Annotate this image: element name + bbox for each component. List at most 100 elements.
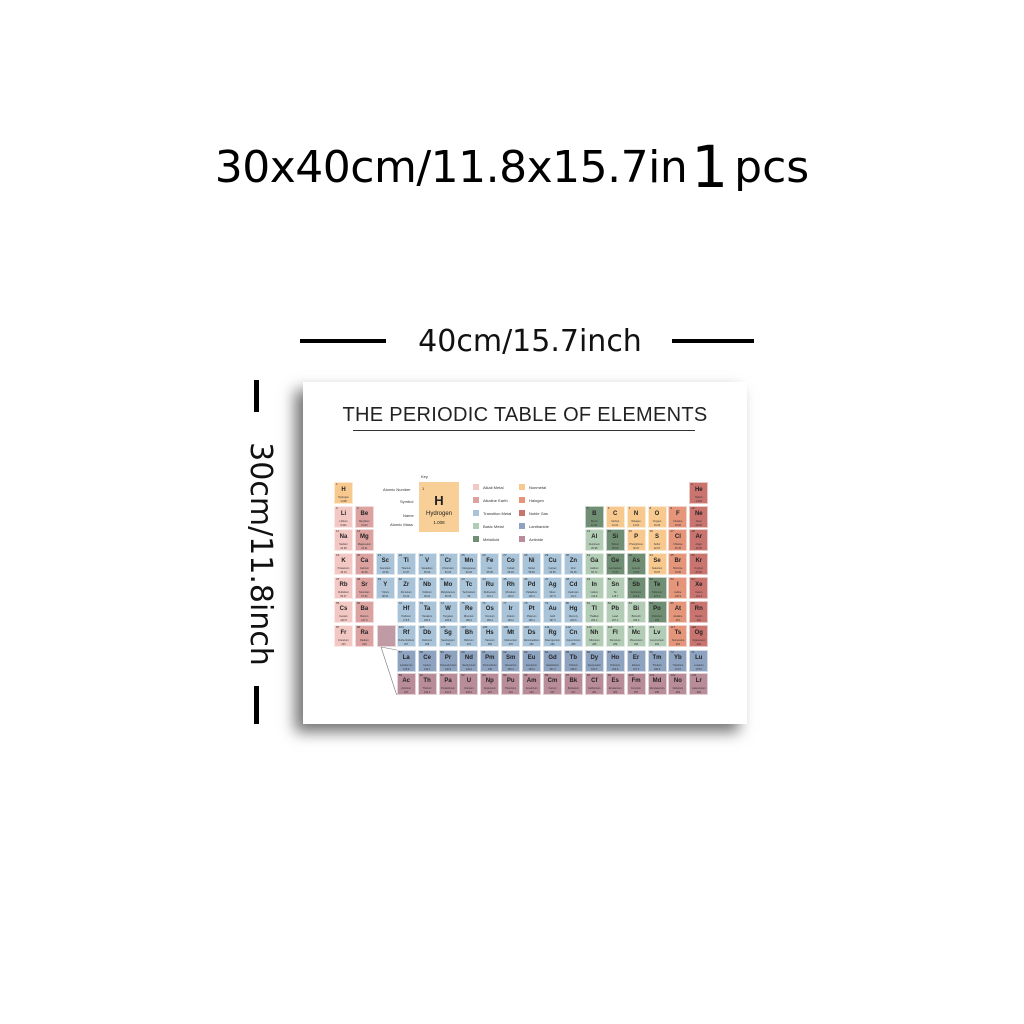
element-name: Osmium bbox=[485, 615, 495, 618]
element-mass: 227 bbox=[404, 690, 409, 694]
element-mass: 114.8 bbox=[591, 594, 598, 598]
element-mass: 150.4 bbox=[507, 667, 514, 671]
element-mass: 14.01 bbox=[632, 523, 640, 527]
legend-label: Halogen bbox=[529, 498, 544, 503]
width-line-left bbox=[300, 339, 386, 343]
element-name: Radium bbox=[360, 639, 369, 642]
element-name: Hafnium bbox=[401, 615, 411, 618]
element-atomic-number: 9 bbox=[670, 506, 673, 510]
element-mass: 126.9 bbox=[674, 594, 682, 598]
element-name: Nihonium bbox=[589, 639, 600, 642]
element-cell-w: 74 W Tungsten 183.8 bbox=[438, 601, 458, 623]
element-name: Neodymium bbox=[462, 664, 476, 667]
element-cell-nd: 60 Nd Neodymium 144.2 bbox=[459, 650, 479, 672]
size-text: 30x40cm/11.8x15.7in bbox=[214, 141, 688, 193]
element-atomic-number: 36 bbox=[691, 553, 695, 557]
element-name: Roentgenium bbox=[545, 639, 560, 642]
element-name: Francium bbox=[338, 639, 349, 642]
element-name: Californium bbox=[587, 687, 601, 690]
element-cell-og: 118 Og Oganesson 294 bbox=[689, 625, 709, 647]
element-cell-zr: 40 Zr Zirconium 91.22 bbox=[396, 577, 416, 599]
element-atomic-number: 92 bbox=[461, 673, 465, 677]
element-cell-hf: 72 Hf Hafnium 178.5 bbox=[396, 601, 416, 623]
element-name: Radon bbox=[695, 615, 703, 618]
element-atomic-number: 57 bbox=[398, 650, 403, 654]
element-mass: 164.9 bbox=[612, 667, 619, 671]
element-atomic-number: 88 bbox=[356, 625, 361, 629]
element-atomic-number: 55 bbox=[336, 601, 340, 605]
element-atomic-number: 84 bbox=[649, 601, 653, 605]
element-symbol: Pt bbox=[528, 606, 535, 612]
element-mass: 144.2 bbox=[465, 667, 473, 671]
element-cell-ca: 20 Ca Calcium 40.08 bbox=[354, 553, 374, 575]
element-symbol: Cf bbox=[591, 678, 598, 684]
element-name: Palladium bbox=[526, 591, 538, 594]
element-name: Iodine bbox=[674, 591, 682, 594]
element-atomic-number: 97 bbox=[565, 673, 570, 677]
element-symbol: Ga bbox=[590, 558, 599, 564]
key-sample-name: Hydrogen bbox=[425, 511, 452, 517]
element-name: Rutherfordium bbox=[398, 639, 415, 642]
legend-label: Basic Metal bbox=[483, 524, 504, 529]
element-mass: 140.9 bbox=[444, 667, 452, 671]
element-cell-mt: 109 Mt Meitnerium 278 bbox=[501, 625, 521, 647]
element-atomic-number: 101 bbox=[649, 673, 655, 677]
element-mass: 106.4 bbox=[528, 594, 535, 598]
element-mass: 79.90 bbox=[674, 570, 682, 574]
element-mass: 98 bbox=[467, 594, 471, 598]
element-atomic-number: 104 bbox=[398, 625, 404, 629]
element-name: Krypton bbox=[694, 567, 704, 570]
element-mass: 251 bbox=[592, 690, 597, 694]
element-symbol: U bbox=[466, 678, 472, 684]
element-atomic-number: 82 bbox=[607, 601, 612, 605]
element-name: Thulium bbox=[652, 664, 662, 667]
element-symbol: Sb bbox=[632, 582, 640, 588]
element-atomic-number: 77 bbox=[503, 601, 507, 605]
element-symbol: K bbox=[341, 558, 346, 564]
element-name: Copernicium bbox=[566, 639, 581, 642]
element-cell-u: 92 U Uranium 238.0 bbox=[459, 673, 479, 695]
element-mass: 16.00 bbox=[653, 523, 661, 527]
element-mass: 281 bbox=[529, 642, 534, 646]
element-mass: 87.62 bbox=[361, 594, 368, 598]
element-symbol: Si bbox=[612, 534, 619, 540]
element-mass: 65.38 bbox=[570, 570, 577, 574]
element-name: Niobium bbox=[422, 591, 432, 594]
element-mass: 252 bbox=[613, 690, 618, 694]
element-symbol: Hs bbox=[485, 630, 494, 636]
element-cell-ti: 22 Ti Titanium 47.87 bbox=[396, 553, 416, 575]
element-symbol: Yb bbox=[674, 655, 682, 661]
legend-label: Alkaline Earth bbox=[483, 498, 508, 503]
element-mass: 10.81 bbox=[591, 523, 598, 527]
element-name: Actinium bbox=[401, 687, 411, 690]
element-symbol: Nd bbox=[464, 655, 473, 661]
element-atomic-number: 21 bbox=[377, 553, 382, 557]
element-symbol: Pm bbox=[485, 655, 495, 661]
element-symbol: N bbox=[633, 511, 639, 517]
legend-swatch bbox=[519, 510, 525, 516]
element-cell-rg: 111 Rg Roentgenium 282 bbox=[543, 625, 562, 647]
element-cell-xe: 54 Xe Xenon 131.3 bbox=[689, 577, 709, 599]
element-atomic-number: 38 bbox=[356, 577, 361, 581]
element-mass: 83.80 bbox=[695, 570, 702, 574]
element-symbol: Dy bbox=[590, 655, 599, 661]
element-name: Yttrium bbox=[381, 591, 390, 594]
element-symbol: Bh bbox=[464, 630, 473, 636]
width-line-right bbox=[672, 339, 754, 343]
element-symbol: C bbox=[613, 511, 618, 517]
element-symbol: Ag bbox=[548, 582, 557, 588]
element-symbol: Rf bbox=[403, 630, 410, 636]
element-name: Strontium bbox=[359, 591, 370, 594]
element-symbol: Li bbox=[340, 511, 347, 517]
element-symbol: Bk bbox=[569, 678, 578, 684]
element-symbol: Fm bbox=[631, 678, 641, 684]
element-atomic-number: 26 bbox=[482, 553, 486, 557]
key-label-name: Name bbox=[403, 513, 414, 518]
element-name: Praseodymium bbox=[439, 664, 457, 667]
element-cell-mg: 12 Mg Magnesium 24.31 bbox=[354, 529, 374, 551]
element-symbol: Cl bbox=[674, 534, 681, 540]
element-atomic-number: 32 bbox=[607, 553, 612, 557]
element-atomic-number: 62 bbox=[503, 650, 507, 654]
element-cell-se: 34 Se Selenium 78.97 bbox=[647, 553, 667, 575]
element-name: Plutonium bbox=[505, 687, 517, 690]
